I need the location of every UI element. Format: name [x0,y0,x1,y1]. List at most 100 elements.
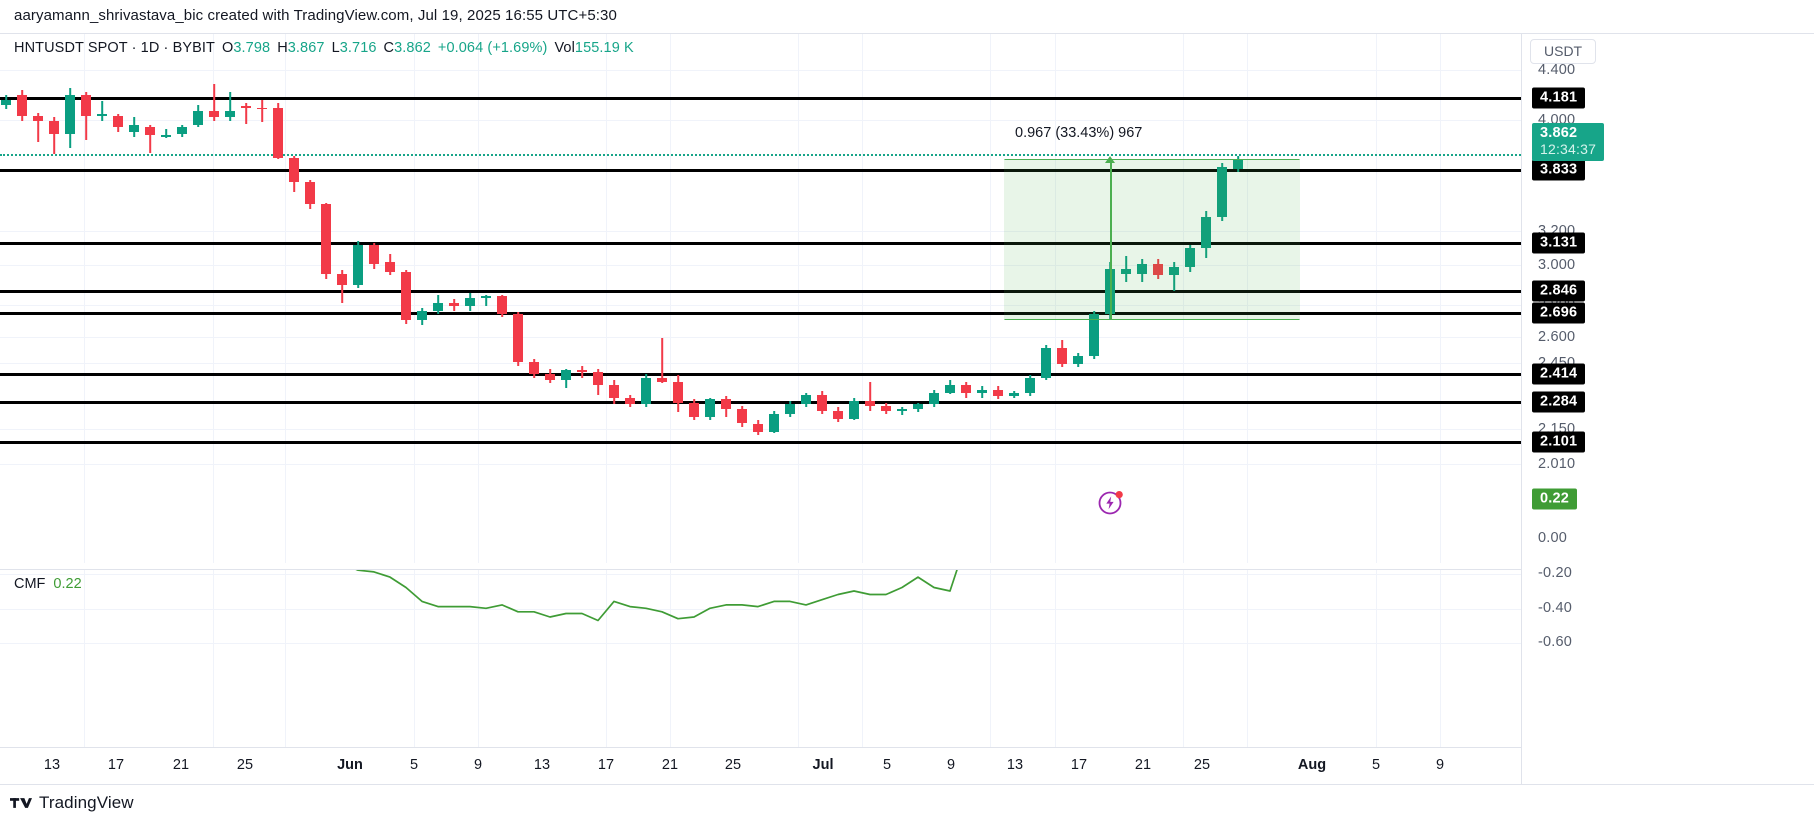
time-axis-tick: Jun [337,757,363,773]
price-axis-tick: 2.600 [1538,329,1576,345]
time-axis-tick: 9 [946,757,956,773]
cmf-indicator-pane[interactable]: CMF 0.22 [0,569,1521,781]
cmf-axis-tick: -0.40 [1538,600,1573,616]
candlestick [337,270,347,303]
time-axis-tick: Aug [1297,757,1327,773]
price-axis-tick: 3.000 [1538,257,1576,273]
candlestick [241,102,251,124]
time-axis-tick: 21 [1134,757,1152,773]
price-axis[interactable]: USDT 4.4004.0003.2003.0002.8002.6002.450… [1521,34,1814,784]
candlestick [865,381,875,411]
candlestick [1217,162,1227,221]
candlestick [641,373,651,408]
candlestick [609,380,619,405]
chart-frame: 0.967 (33.43%) 967 HNTUSDT SPOT · 1D · B… [0,33,1814,785]
time-axis-tick: 17 [1070,757,1088,773]
candlestick [465,293,475,311]
time-axis-tick: 17 [597,757,615,773]
price-level-line [0,373,1521,376]
candlestick [1233,156,1243,173]
measurement-vertical-line [1110,158,1112,321]
legend-open-value: 3.798 [233,40,271,56]
candlestick [929,389,939,408]
candlestick [193,104,203,128]
price-level-badge[interactable]: 2.696 [1532,302,1586,324]
price-level-badge[interactable]: 4.181 [1532,87,1586,109]
candlestick [1153,259,1163,279]
price-pane[interactable]: 0.967 (33.43%) 967 HNTUSDT SPOT · 1D · B… [0,34,1521,563]
price-axis-tick: 4.400 [1538,62,1576,78]
candlestick [961,381,971,398]
price-level-line [0,242,1521,245]
candlestick [1009,391,1019,398]
cmf-value-badge[interactable]: 0.22 [1532,488,1578,510]
candlestick [561,368,571,389]
candlestick [385,254,395,276]
legend-symbol[interactable]: HNTUSDT SPOT [14,40,128,56]
legend-close-label: C [383,40,395,56]
currency-chip[interactable]: USDT [1530,39,1597,64]
legend-sep-2: · [159,40,173,56]
cmf-legend-value: 0.22 [53,576,82,592]
legend-sep-1: · [127,40,141,56]
candlestick [1185,244,1195,273]
candlestick [1169,262,1179,292]
time-axis-tick: 25 [724,757,742,773]
price-level-badge[interactable]: 2.846 [1532,280,1586,302]
candlestick [545,368,555,384]
candlestick [1041,344,1051,380]
candlestick [257,99,267,123]
candlestick [449,299,459,311]
candlestick [145,125,155,153]
candlestick [401,270,411,324]
cmf-line-series [355,570,958,622]
time-axis-tick: 13 [1006,757,1024,773]
candlestick [593,368,603,395]
candlestick [705,397,715,421]
legend-volume-value: 155.19 K [574,40,634,56]
candlestick [1137,259,1147,282]
tradingview-mark-icon [10,798,32,808]
candlestick [481,294,491,306]
candlestick [753,420,763,435]
candlestick [113,114,123,132]
candlestick [785,400,795,418]
candlestick [577,365,587,379]
tradingview-logo[interactable]: TradingView [10,793,134,813]
cmf-legend-label[interactable]: CMF [14,576,46,592]
price-level-badge[interactable]: 2.101 [1532,431,1586,453]
candlestick [1089,310,1099,360]
tradingview-wordmark: TradingView [39,793,134,812]
candlestick [1025,375,1035,397]
candlestick [881,402,891,414]
price-level-badge[interactable]: 2.414 [1532,363,1586,385]
cmf-axis-tick: -0.60 [1538,634,1573,650]
candlestick [1073,352,1083,368]
candlestick [817,391,827,414]
candlestick [321,202,331,279]
time-axis[interactable]: 13 17 21 25 Jun 5 9 13 17 21 25 Jul 5 9 13 17 21 25 Aug 5 9 [0,747,1521,784]
candlestick [769,410,779,434]
candlestick [65,88,75,149]
legend-interval[interactable]: 1D [140,40,160,56]
legend-change: +0.064 (+1.69%) [437,40,548,56]
price-level-line [0,169,1521,172]
time-axis-tick: 21 [172,757,190,773]
candlestick [849,397,859,421]
candlestick [1057,339,1067,368]
candlestick [993,386,1003,400]
candlestick [673,375,683,413]
legend-open-label: O [222,40,234,56]
candlestick [1201,210,1211,258]
price-level-line [0,401,1521,404]
cmf-axis-tick: 0.00 [1538,530,1568,546]
candlestick [129,117,139,137]
price-level-badge[interactable]: 3.833 [1532,159,1586,181]
price-level-badge[interactable]: 2.284 [1532,391,1586,413]
measurement-range-box[interactable] [1004,158,1300,321]
candlestick [657,338,667,384]
price-level-badge[interactable]: 3.131 [1532,232,1586,254]
lightning-alert-icon[interactable] [1097,488,1125,516]
current-price-badge[interactable]: 3.862 12:34:37 [1532,123,1605,161]
candlestick [977,386,987,398]
